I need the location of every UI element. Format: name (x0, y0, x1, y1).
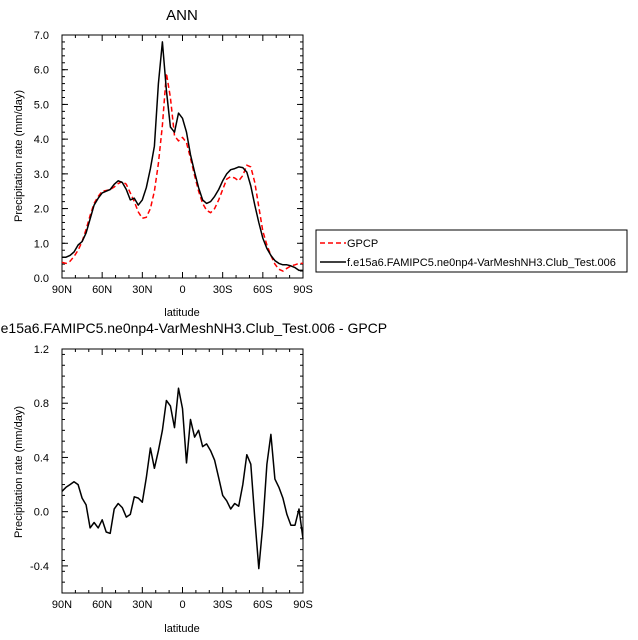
bottom-chart-ylabel: Precipitation rate (mm/day) (13, 406, 25, 538)
top-chart-ytick-label: 5.0 (34, 99, 49, 111)
bottom-chart-ytick-label: 0.8 (34, 398, 49, 410)
bottom-chart-marks: 90N 60N 30N 0 30S 60S 90S -0.4 0.0 0.4 0.8 1.2 (30, 344, 313, 611)
bottom-chart-xtick-label: 30S (213, 599, 233, 611)
bottom-chart-xtick-label: 0 (179, 599, 185, 611)
legend-box (315, 229, 628, 273)
legend-label-model: f.e15a6.FAMIPC5.ne0np4-VarMeshNH3.Club_T… (347, 257, 616, 269)
top-chart-ytick-label: 7.0 (34, 30, 49, 42)
bottom-chart-ylabel-group: Precipitation rate (mm/day) (13, 406, 25, 538)
top-chart-title: ANN (166, 7, 198, 24)
top-chart-xtick-label: 60N (92, 284, 112, 296)
top-chart-xtick-label: 0 (179, 284, 185, 296)
top-chart-ytick-label: 0.0 (34, 273, 49, 285)
top-chart-ylabel-group: Precipitation rate (mm/day) (13, 90, 25, 222)
top-chart-ytick-label: 6.0 (34, 65, 49, 77)
top-chart-ytick-label: 4.0 (34, 134, 49, 146)
top-chart-panel: ANN Precipitation rate (mm/day) latitude… (13, 7, 313, 319)
top-chart-xtick-label: 30N (132, 284, 152, 296)
bottom-chart-ytick-label: 0.4 (34, 452, 49, 464)
series-line-model (62, 41, 303, 272)
bottom-chart-xtick-label: 90N (52, 599, 72, 611)
top-chart-xtick-label: 60S (253, 284, 273, 296)
bottom-chart-ytick-label: 1.2 (34, 344, 49, 356)
bottom-chart-ytick-label: -0.4 (30, 561, 49, 573)
bottom-chart-ytick-label: 0.0 (34, 507, 49, 519)
top-chart-marks: 90N 60N 30N 0 30S 60S 90S 0.0 1.0 2.0 3.0 4.0 5.0 6.0… (34, 30, 313, 296)
bottom-chart-xtick-label: 90S (293, 599, 313, 611)
top-chart-xtick-label: 90S (293, 284, 313, 296)
bottom-chart-xtick-label: 60S (253, 599, 273, 611)
bottom-chart-panel: f.e15a6.FAMIPC5.ne0np4-VarMeshNH3.Club_T… (0, 320, 387, 635)
series-line-gpcp (61, 72, 303, 272)
top-chart-xtick-label: 30S (213, 284, 233, 296)
legend: GPCP f.e15a6.FAMIPC5.ne0np4-VarMeshNH3.C… (315, 229, 628, 273)
top-chart-xlabel: latitude (164, 307, 199, 319)
top-chart-ytick-label: 1.0 (34, 238, 49, 250)
bottom-chart-xtick-label: 60N (92, 599, 112, 611)
top-chart-xtick-label: 90N (52, 284, 72, 296)
top-chart-ytick-label: 2.0 (34, 204, 49, 216)
top-chart-ytick-label: 3.0 (34, 169, 49, 181)
bottom-chart-xlabel: latitude (164, 623, 199, 635)
bottom-chart-title: f.e15a6.FAMIPC5.ne0np4-VarMeshNH3.Club_T… (0, 320, 387, 336)
top-chart-ylabel: Precipitation rate (mm/day) (13, 90, 25, 222)
top-chart-frame (61, 34, 304, 279)
series-line-difference (61, 387, 304, 570)
bottom-chart-xtick-label: 30N (132, 599, 152, 611)
legend-label-gpcp: GPCP (347, 238, 378, 250)
